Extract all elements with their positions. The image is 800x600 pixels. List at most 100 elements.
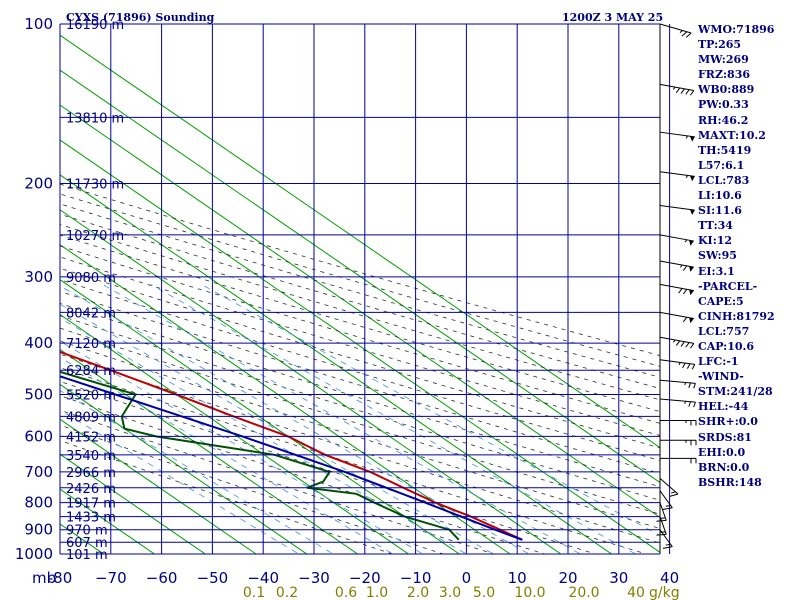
wind-barb-halfflag [672, 339, 676, 343]
dry-adiabat [60, 302, 660, 488]
wind-barb [660, 439, 697, 446]
index-line: WMO:71896 [698, 23, 775, 36]
index-line: SI:11.6 [698, 204, 742, 218]
dry-adiabat [60, 409, 496, 554]
wind-barb-flag [662, 546, 673, 549]
wind-barb-halfflag [685, 135, 688, 139]
wind-barb-shaft [659, 234, 694, 242]
wind-barb [659, 398, 696, 408]
index-line: CINH:81792 [698, 309, 775, 323]
skewed-isotherm [60, 244, 511, 554]
wind-barb-halfflag [685, 175, 688, 179]
dry-adiabat [60, 395, 547, 554]
wind-barb-flag [682, 362, 686, 369]
index-line: L57:6.1 [698, 158, 745, 172]
index-line: TP:265 [698, 38, 742, 52]
index-line: SHR+:0.0 [698, 415, 758, 429]
skewed-isotherm [60, 313, 410, 554]
wind-barb-halfflag [665, 543, 671, 546]
wind-barb-flag [675, 87, 681, 93]
index-line: LCL:757 [698, 324, 750, 338]
wind-barb-halfflag [665, 504, 671, 507]
index-line: BRN:0.0 [698, 460, 750, 474]
height-label: 11730 m [66, 178, 124, 193]
mixing-ratio-tick-label: 0.6 [335, 585, 357, 600]
wind-barb-shaft [659, 502, 667, 521]
wind-barb-flag [682, 265, 688, 271]
index-line: LCL:783 [698, 173, 750, 187]
wind-barb [659, 283, 694, 296]
wind-barb [659, 529, 673, 549]
temperature-tick-label: -80 [48, 569, 73, 587]
index-line: PW:0.33 [698, 98, 749, 112]
wind-barb-flag [693, 401, 696, 408]
wind-barb-pennant [689, 289, 694, 296]
mixing-ratio-line [150, 284, 637, 554]
wind-barb-halfflag [684, 239, 688, 243]
wind-barb-halfflag [671, 491, 676, 494]
pressure-tick-label: 200 [24, 175, 53, 193]
wind-barb-shaft [659, 171, 695, 177]
wind-barb [659, 171, 695, 182]
wind-barb [659, 359, 696, 370]
wind-barb-flag [680, 341, 685, 347]
dry-adiabat [60, 315, 660, 501]
wind-barb [659, 204, 695, 215]
wind-barb [659, 311, 694, 324]
index-line: TH:5419 [698, 143, 752, 157]
height-label: 7120 m [66, 337, 116, 352]
wind-barb-shaft [659, 204, 695, 211]
wind-barb-shaft [659, 283, 694, 292]
pressure-unit-label: mb [32, 569, 56, 587]
wind-barb-pennant [689, 240, 694, 246]
wind-barb [659, 234, 694, 246]
temperature-tick-label: −50 [197, 569, 229, 587]
wind-barb-flag [693, 383, 696, 389]
skewed-isotherm [60, 383, 308, 554]
wind-barb-shaft [659, 516, 667, 535]
wind-barb-halfflag [678, 362, 681, 366]
wind-barb-flag [688, 382, 692, 388]
wind-barb-pennant [689, 317, 694, 324]
wind-barb-halfflag [684, 401, 687, 404]
index-line: BSHR:148 [698, 475, 762, 489]
wind-barb-shaft [659, 83, 694, 92]
wind-barb-halfflag [679, 30, 683, 34]
pressure-tick-label: 400 [24, 334, 53, 352]
mixing-ratio-tick-label: 20.0 [568, 585, 599, 600]
wind-barb-shaft [659, 131, 695, 138]
mixing-ratio-line [60, 303, 495, 554]
temperature-tick-label: 20 [558, 569, 577, 587]
sounding-indices-panel: WMO:71896 TP:265 MW:269 FRZ:836 WB0:889 PW:0.… [698, 22, 800, 490]
height-label: 2966 m [66, 466, 116, 481]
temperature-tick-label: 30 [609, 569, 628, 587]
index-line: TT:34 [698, 219, 733, 233]
temperature-tick-label: −40 [247, 569, 279, 587]
mixing-ratio-tick-label: 1.0 [366, 585, 388, 600]
index-line: STM:241/28 [698, 385, 773, 399]
index-line: LI:10.6 [698, 189, 742, 203]
skewed-isotherm [60, 174, 613, 554]
height-label: 1917 m [66, 497, 116, 512]
temperature-tick-label: 40 [660, 569, 679, 587]
skewed-isotherm [60, 279, 461, 554]
index-line: HEL:-44 [698, 400, 749, 414]
wind-barb-shaft [659, 23, 692, 34]
mixing-ratio-tick-label: 0.2 [276, 585, 298, 600]
height-label: 9080 m [66, 271, 116, 286]
height-label: 8042 m [66, 306, 116, 321]
pressure-tick-label: 600 [24, 427, 53, 445]
wind-barb-shaft [659, 398, 696, 403]
pressure-tick-label: 1000 [15, 545, 53, 563]
wind-barb-shaft [659, 478, 679, 495]
wind-barb-pennant [689, 136, 695, 142]
wind-barb-flag [685, 32, 692, 38]
index-line: -PARCEL- [698, 279, 758, 293]
temperature-tick-label: 0 [462, 569, 472, 587]
wind-barb-flag [685, 342, 690, 348]
height-label: 970 m [66, 524, 108, 539]
skewed-isotherm [60, 418, 257, 554]
wind-barb-halfflag [679, 264, 683, 268]
wind-barb-flag [678, 288, 683, 294]
